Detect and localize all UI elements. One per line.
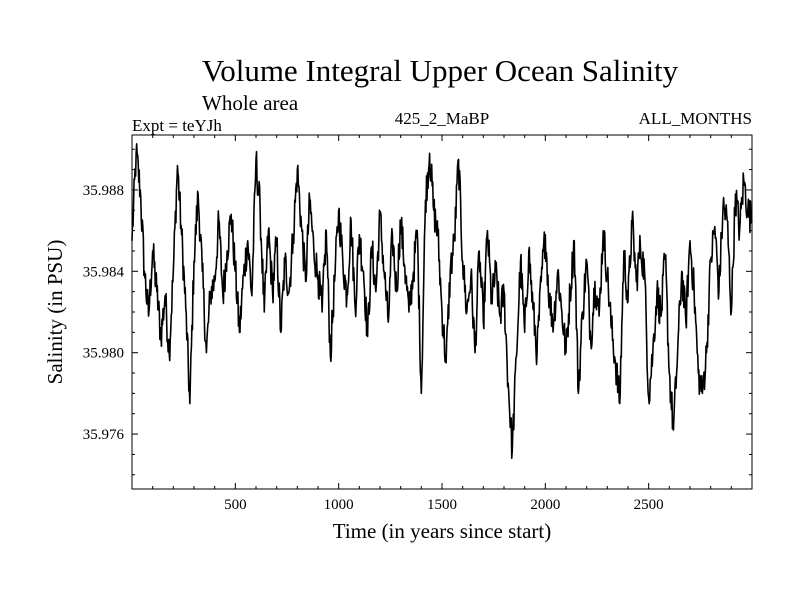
y-tick-label: 35.980 — [83, 346, 124, 362]
y-axis-ticks: 35.976 35.980 35.984 35.988 — [83, 148, 752, 476]
x-axis-label: Time (in years since start) — [333, 519, 552, 543]
chart-subtitle: Whole area — [202, 91, 299, 115]
expt-label: Expt = teYJh — [132, 116, 222, 135]
run-label: 425_2_MaBP — [395, 109, 489, 128]
y-tick-label: 35.976 — [83, 427, 125, 443]
chart-title: Volume Integral Upper Ocean Salinity — [202, 53, 679, 88]
y-tick-label: 35.988 — [83, 183, 124, 199]
x-tick-label: 1000 — [324, 497, 354, 513]
x-axis-ticks: 500 1000 1500 2000 2500 — [152, 135, 732, 513]
y-tick-label: 35.984 — [83, 264, 125, 280]
x-tick-label: 1500 — [427, 497, 457, 513]
x-tick-label: 500 — [224, 497, 247, 513]
x-tick-label: 2500 — [634, 497, 664, 513]
period-label: ALL_MONTHS — [639, 109, 752, 128]
x-tick-label: 2000 — [530, 497, 560, 513]
y-axis-label: Salinity (in PSU) — [43, 240, 67, 385]
salinity-series-line — [131, 143, 753, 460]
